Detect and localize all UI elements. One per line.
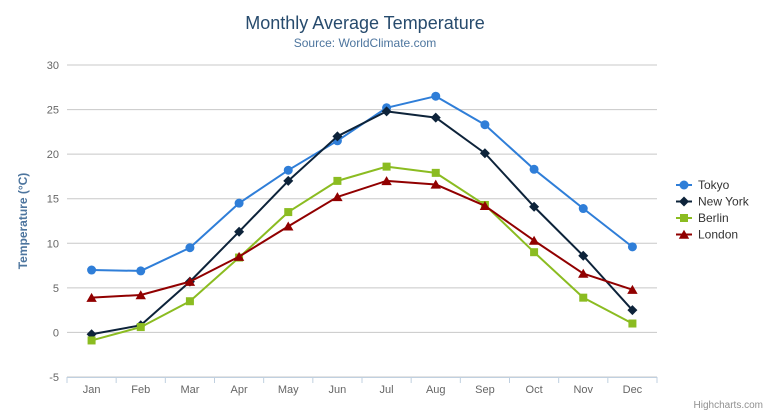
x-axis-label-oct: Oct (526, 384, 543, 396)
series-line-new-york (90, 110, 634, 336)
point-london-nov[interactable] (578, 268, 589, 278)
x-axis-label-jan: Jan (83, 384, 101, 396)
point-london-may[interactable] (283, 221, 294, 231)
legend-label-berlin[interactable]: Berlin (698, 211, 729, 225)
legend-marker-circle-icon (679, 180, 689, 190)
point-tokyo-nov[interactable] (578, 204, 588, 214)
x-axis-label-aug: Aug (426, 384, 446, 396)
series-new-york (86, 106, 638, 340)
point-new-york-sep[interactable] (479, 148, 490, 159)
point-new-york-apr[interactable] (234, 226, 245, 237)
x-axis-label-jun: Jun (329, 384, 347, 396)
point-tokyo-oct[interactable] (529, 164, 539, 174)
series-line-berlin (90, 165, 634, 342)
point-berlin-oct[interactable] (530, 248, 539, 257)
series-line-tokyo (90, 95, 634, 272)
x-axis-label-mar: Mar (180, 384, 199, 396)
point-new-york-dec[interactable] (627, 305, 638, 316)
x-axis-label-dec: Dec (623, 384, 643, 396)
point-new-york-nov[interactable] (578, 250, 589, 261)
point-tokyo-sep[interactable] (480, 120, 490, 130)
point-london-dec[interactable] (627, 284, 638, 294)
point-berlin-jun[interactable] (333, 176, 342, 185)
point-berlin-mar[interactable] (185, 297, 194, 306)
point-tokyo-dec[interactable] (627, 242, 637, 252)
legend-item-london[interactable]: London (676, 228, 738, 242)
point-london-oct[interactable] (528, 235, 540, 245)
series-london (86, 176, 638, 302)
point-new-york-jul[interactable] (381, 106, 392, 117)
x-axis-label-sep: Sep (475, 384, 495, 396)
y-axis-label-5: 5 (53, 283, 59, 295)
point-london-feb[interactable] (135, 290, 146, 300)
y-axis-label-25: 25 (47, 105, 59, 117)
point-new-york-may[interactable] (283, 175, 294, 186)
point-tokyo-jan[interactable] (87, 265, 97, 275)
y-axis-label--5: -5 (49, 372, 59, 384)
chart-title: Monthly Average Temperature (245, 13, 485, 33)
series-tokyo (87, 91, 637, 276)
point-london-aug[interactable] (430, 179, 441, 189)
legend-label-london[interactable]: London (698, 228, 738, 242)
y-axis-label-20: 20 (47, 149, 59, 161)
export-menu-button[interactable] (730, 18, 754, 40)
legend-marker-square-icon (680, 214, 688, 222)
point-new-york-oct[interactable] (529, 201, 540, 212)
x-axis-label-nov: Nov (573, 384, 593, 396)
point-london-jul[interactable] (381, 176, 392, 186)
point-berlin-dec[interactable] (628, 319, 637, 328)
x-axis-label-jul: Jul (380, 384, 394, 396)
point-berlin-may[interactable] (284, 208, 293, 217)
legend-marker-diamond-icon (679, 196, 689, 207)
point-tokyo-aug[interactable] (431, 91, 441, 101)
legend-item-new-york[interactable]: New York (676, 195, 750, 209)
legend-label-tokyo[interactable]: Tokyo (698, 178, 730, 192)
point-london-mar[interactable] (184, 276, 196, 286)
point-berlin-aug[interactable] (431, 168, 440, 177)
point-tokyo-mar[interactable] (185, 243, 195, 253)
x-axis-label-may: May (278, 384, 299, 396)
x-axis-label-feb: Feb (131, 384, 150, 396)
y-axis-title: Temperature (°C) (16, 173, 30, 270)
y-axis-label-30: 30 (47, 60, 59, 72)
point-london-jun[interactable] (332, 192, 343, 202)
point-berlin-feb[interactable] (136, 323, 145, 332)
point-london-sep[interactable] (479, 201, 491, 211)
chart-subtitle: Source: WorldClimate.com (293, 36, 437, 50)
credits-link[interactable]: Highcharts.com (693, 400, 763, 411)
legend-label-new-york[interactable]: New York (698, 195, 750, 209)
point-berlin-jan[interactable] (87, 336, 96, 345)
y-axis-label-10: 10 (47, 238, 59, 250)
point-tokyo-may[interactable] (283, 165, 293, 175)
point-london-jan[interactable] (86, 292, 97, 302)
y-axis-label-0: 0 (53, 327, 59, 339)
legend-item-tokyo[interactable]: Tokyo (676, 178, 730, 192)
point-new-york-aug[interactable] (430, 112, 441, 123)
point-berlin-nov[interactable] (579, 293, 588, 302)
point-tokyo-apr[interactable] (234, 198, 244, 208)
point-new-york-jun[interactable] (332, 131, 343, 142)
point-tokyo-feb[interactable] (136, 266, 146, 276)
legend-marker-triangle-icon (678, 229, 690, 239)
y-axis-label-15: 15 (47, 194, 59, 206)
series-line-london (90, 179, 634, 299)
x-axis-label-apr: Apr (231, 384, 248, 396)
legend-item-berlin[interactable]: Berlin (676, 211, 729, 225)
point-london-apr[interactable] (233, 251, 245, 261)
legend: Tokyo New York Berlin London (676, 178, 750, 242)
point-berlin-jul[interactable] (382, 162, 391, 171)
